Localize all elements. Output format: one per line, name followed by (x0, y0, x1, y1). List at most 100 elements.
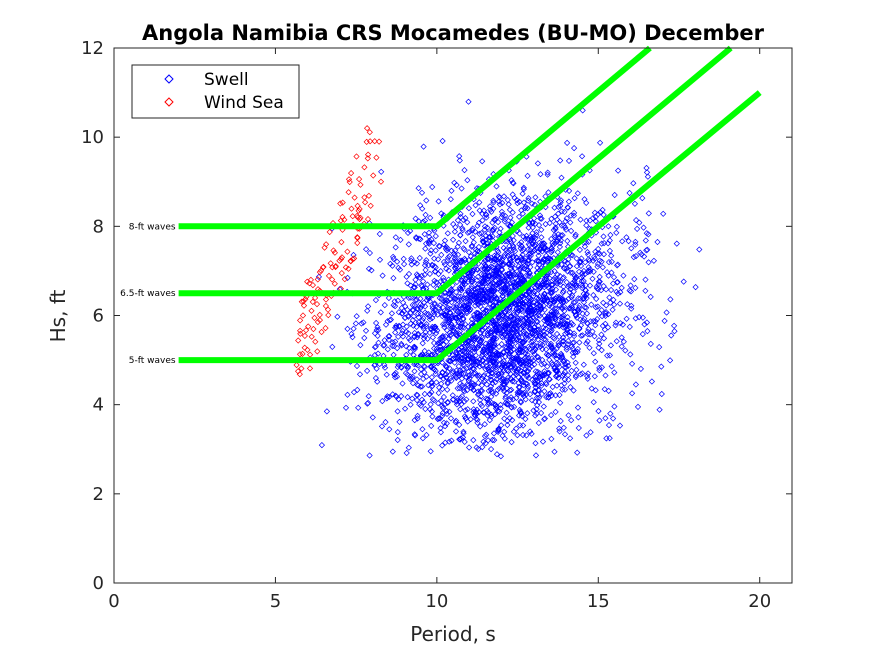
swell-point (444, 254, 452, 261)
swell-point (537, 340, 544, 347)
swell-point (604, 324, 612, 331)
swell-point (418, 396, 426, 403)
swell-point (396, 418, 403, 425)
swell-point (478, 352, 486, 360)
swell-point (484, 224, 491, 231)
swell-point (459, 434, 467, 441)
swell-point (564, 237, 571, 245)
swell-point (656, 344, 663, 351)
swell-point (595, 286, 602, 293)
swell-point (645, 259, 652, 266)
swell-point (460, 295, 467, 302)
swell-point (644, 246, 651, 253)
swell-point (551, 335, 558, 342)
swell-point (470, 355, 477, 362)
swell-point (577, 371, 584, 378)
swell-point (592, 387, 599, 394)
swell-point (600, 335, 608, 342)
swell-point (514, 200, 521, 207)
swell-point (391, 371, 398, 378)
swell-point (548, 268, 555, 276)
swell-point (497, 401, 504, 408)
swell-point (509, 242, 517, 249)
swell-point (481, 299, 488, 306)
swell-point (632, 381, 639, 388)
wind-sea-point (313, 301, 321, 308)
swell-point (509, 417, 516, 424)
swell-point (451, 228, 458, 235)
swell-point (490, 205, 497, 212)
swell-point (517, 245, 524, 252)
swell-point (397, 236, 404, 243)
swell-point (515, 374, 522, 381)
swell-point (519, 390, 526, 397)
swell-point (539, 346, 546, 353)
swell-point (600, 233, 607, 240)
swell-point (478, 337, 485, 344)
swell-point (559, 386, 566, 393)
swell-point (436, 384, 443, 391)
swell-point (498, 364, 505, 371)
swell-point (568, 227, 575, 234)
swell-point (418, 383, 426, 390)
swell-point (564, 204, 571, 211)
swell-point (625, 238, 632, 245)
swell-point (561, 386, 569, 393)
swell-point (469, 234, 476, 241)
swell-point (487, 329, 494, 336)
swell-point (484, 307, 491, 314)
swell-point (567, 384, 574, 391)
swell-point (513, 254, 520, 261)
swell-point (528, 338, 535, 346)
y-tick-label: 12 (81, 38, 104, 59)
swell-point (610, 415, 617, 422)
swell-point (531, 242, 538, 249)
swell-point (456, 398, 464, 405)
swell-point (481, 409, 488, 416)
swell-point (544, 319, 551, 326)
swell-point (561, 222, 568, 229)
swell-point (386, 426, 393, 433)
swell-point (557, 278, 564, 285)
swell-point (415, 185, 422, 192)
swell-point (429, 334, 436, 341)
swell-point (558, 261, 565, 268)
y-tick-label: 6 (93, 306, 104, 327)
swell-point (456, 257, 463, 264)
swell-point (632, 284, 639, 291)
wind-sea-point (314, 318, 321, 326)
swell-point (458, 185, 465, 192)
swell-point (541, 312, 548, 319)
swell-point (549, 323, 556, 330)
swell-point (639, 195, 646, 202)
swell-point (460, 358, 467, 365)
swell-point (427, 250, 434, 257)
swell-point (528, 355, 535, 362)
swell-point (461, 413, 468, 420)
swell-point (444, 245, 451, 252)
swell-point (402, 314, 409, 321)
swell-point (517, 330, 524, 337)
wind-sea-point (336, 257, 343, 264)
swell-point (531, 347, 538, 355)
wind-sea-point (310, 325, 317, 333)
swell-point (587, 429, 594, 436)
swell-point (601, 240, 608, 247)
wind-sea-point (331, 249, 338, 256)
swell-point (561, 380, 568, 387)
swell-point (658, 390, 665, 398)
x-tick-label: 20 (748, 591, 771, 612)
swell-point (505, 260, 512, 267)
swell-point (630, 180, 637, 187)
swell-point (558, 350, 565, 357)
swell-point (422, 303, 429, 310)
swell-point (573, 273, 580, 280)
swell-point (446, 357, 454, 364)
swell-point (539, 356, 546, 364)
swell-point (403, 343, 410, 350)
swell-point (418, 322, 426, 329)
swell-point (483, 407, 491, 414)
swell-point (344, 325, 351, 332)
swell-point (628, 245, 635, 252)
swell-point (426, 233, 433, 240)
